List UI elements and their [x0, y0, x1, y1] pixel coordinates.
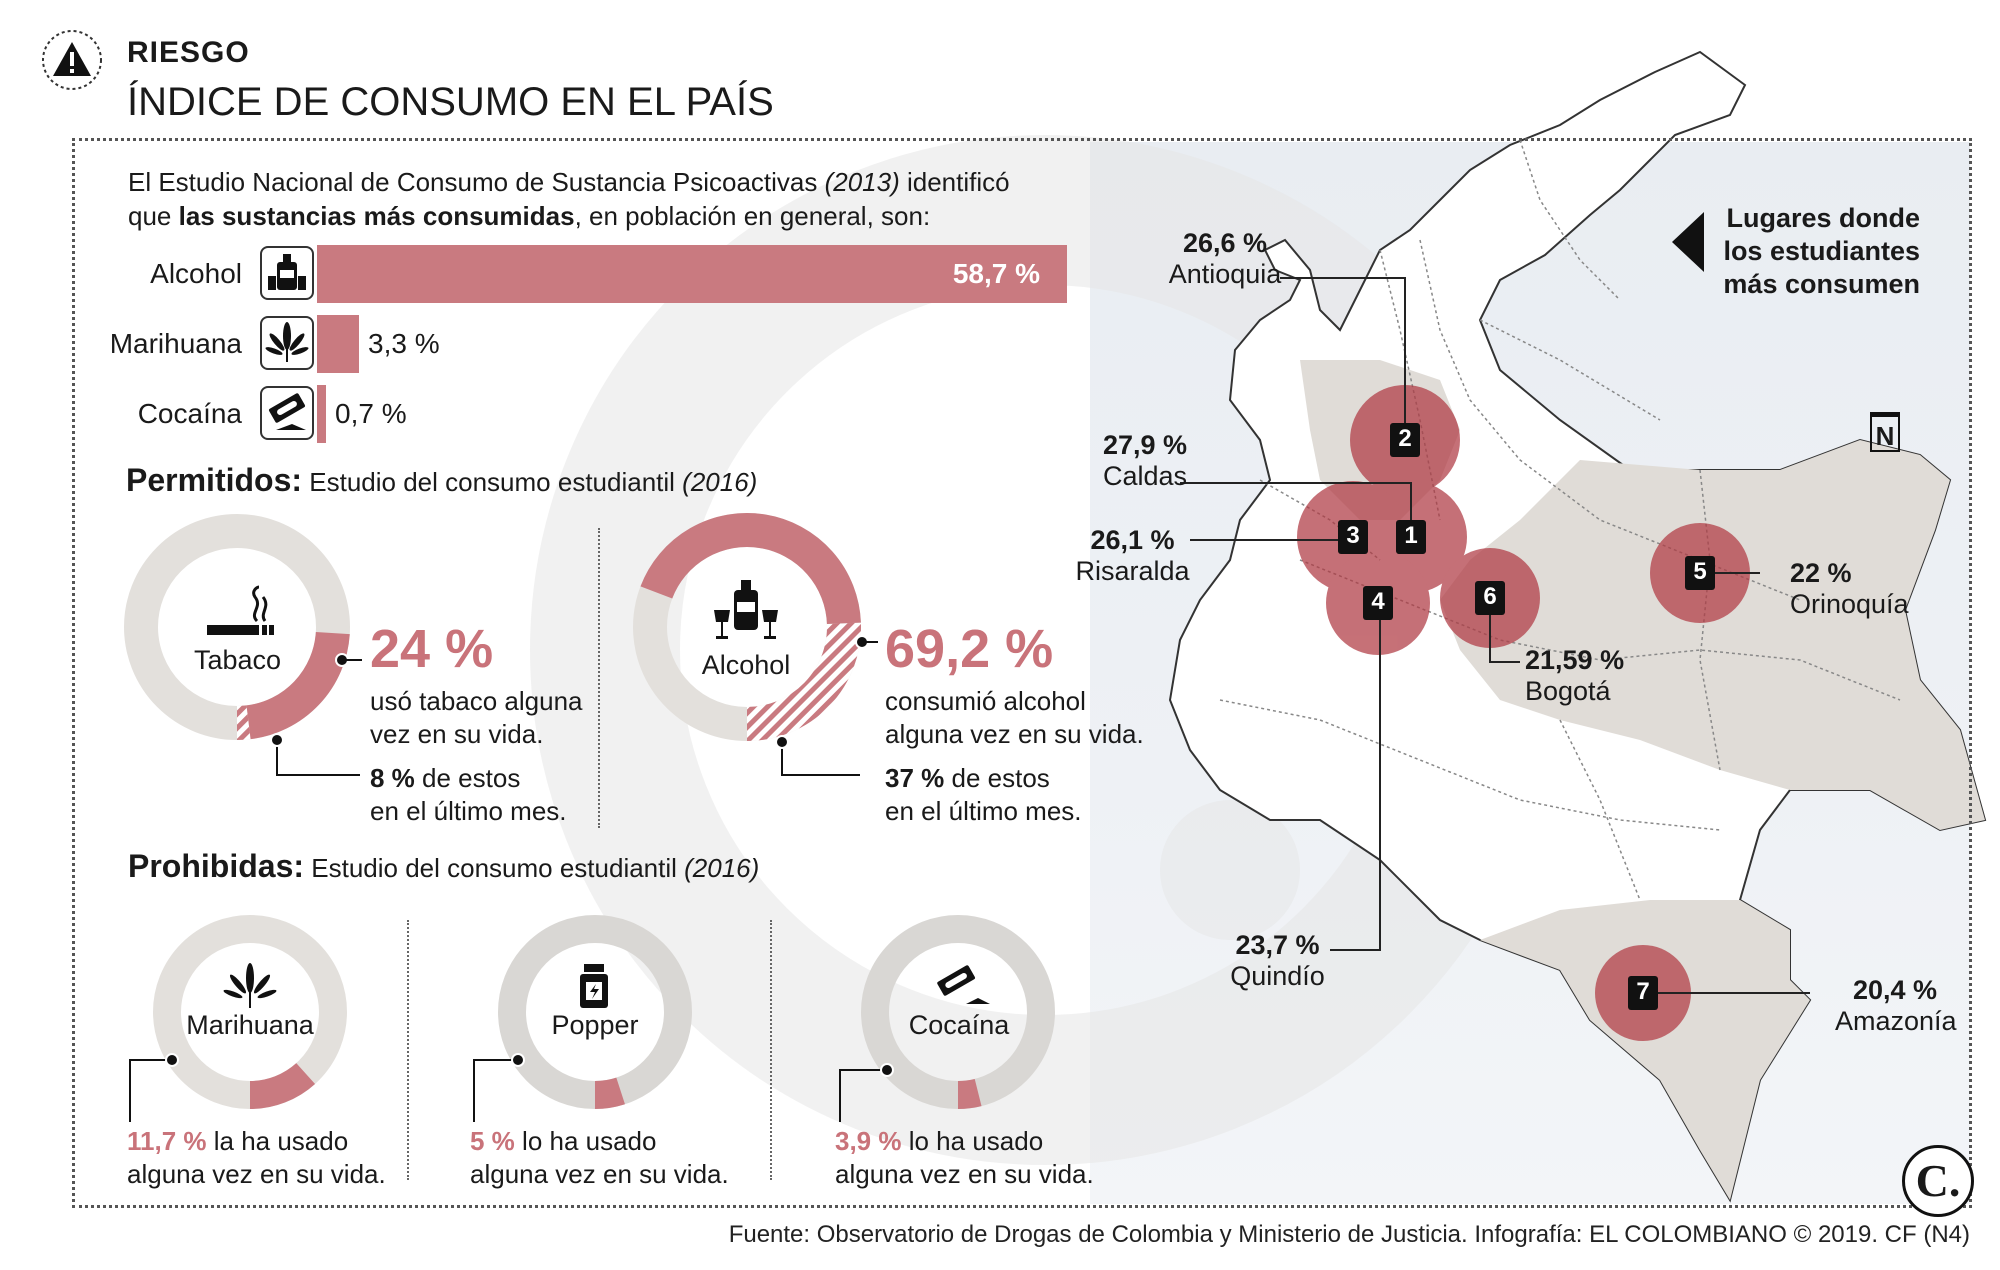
- popper-bottle-icon: [580, 964, 608, 1008]
- leader-popper: [473, 1059, 518, 1122]
- region-label-quindio: 23,7 % Quindío: [1230, 930, 1325, 991]
- north-indicator: N: [1870, 412, 1900, 452]
- donut-value-arc-tabaco: [245, 631, 350, 740]
- leader-marihuana: [129, 1059, 172, 1122]
- dot-marihuana: [165, 1053, 179, 1067]
- dot-alcohol-recent: [775, 735, 789, 749]
- cannabis-leaf-icon: [260, 316, 314, 370]
- liquor-bottle-icon: [260, 246, 314, 300]
- donut-value-arc-cocaina: [957, 1078, 982, 1109]
- desc-alcohol: consumió alcohol alguna vez en su vida.: [885, 686, 1144, 749]
- bar-value-marihuana: 3,3 %: [368, 328, 440, 359]
- leader-alcohol-recent: [781, 742, 860, 776]
- cannabis-leaf-icon: [223, 963, 277, 1008]
- page-title: ÍNDICE DE CONSUMO EN EL PAÍS: [127, 80, 774, 124]
- dot-popper: [511, 1053, 525, 1067]
- donut-label-tabaco: Tabaco: [193, 645, 282, 675]
- brand-logo: C.: [1902, 1145, 1974, 1217]
- donut-value-arc-popper: [594, 1077, 625, 1109]
- bar-value-cocaina: 0,7 %: [335, 398, 407, 429]
- desc-tabaco: usó tabaco alguna vez en su vida.: [370, 686, 583, 749]
- liquor-bottles-icon: [714, 580, 778, 639]
- content-frame: [72, 138, 1972, 1208]
- region-number-2: 2: [1398, 425, 1412, 452]
- region-label-caldas: 27,9 % Caldas: [1102, 430, 1188, 491]
- prohibidas-heading: Prohibidas: Estudio del consumo estudian…: [128, 848, 760, 884]
- region-number-4: 4: [1371, 588, 1385, 615]
- cigarette-icon: [207, 585, 274, 635]
- region-label-amazonia: 20,4 % Amazonía: [1835, 975, 1957, 1036]
- donut-value-arc-marihuana: [249, 1062, 316, 1109]
- bar-value-alcohol: 58,7 %: [952, 258, 1040, 289]
- source-footer: Fuente: Observatorio de Drogas de Colomb…: [728, 1221, 1970, 1248]
- prohibida-desc-marihuana: 11,7 % la ha usado alguna vez en su vida…: [127, 1126, 386, 1189]
- razor-blade-icon: [260, 386, 314, 440]
- region-number-1: 1: [1404, 522, 1418, 549]
- razor-blade-icon: [937, 965, 990, 1004]
- donut-label-alcohol: Alcohol: [701, 650, 791, 680]
- recent-tabaco: 8 % de estos en el último mes.: [370, 763, 567, 826]
- pct-tabaco: 24 %: [370, 619, 494, 679]
- donut-label-popper: Popper: [551, 1010, 639, 1040]
- header-kicker: RIESGO: [127, 36, 250, 69]
- bar-cocaina: [317, 385, 326, 443]
- dot-cocaina: [880, 1063, 894, 1077]
- region-number-7: 7: [1636, 978, 1650, 1005]
- pct-alcohol: 69,2 %: [885, 619, 1054, 679]
- donut-label-marihuana: Marihuana: [186, 1010, 314, 1040]
- arrow-left-icon: [1672, 212, 1704, 272]
- donut-recent-arc-alcohol: [746, 622, 861, 741]
- donut-label-cocaina: Cocaína: [908, 1010, 1010, 1040]
- permitidos-heading: Permitidos: Estudio del consumo estudian…: [126, 462, 758, 498]
- prohibida-desc-cocaina: 3,9 % lo ha usado alguna vez en su vida.: [835, 1126, 1094, 1189]
- dot-tabaco-recent: [270, 733, 284, 747]
- section-divider: [407, 920, 409, 1180]
- section-divider: [770, 920, 772, 1180]
- donut-recent-arc-tabaco: [236, 705, 251, 740]
- donut-value-arc-alcohol: [640, 513, 861, 625]
- bar-label-marihuana: Marihuana: [109, 328, 242, 359]
- leader-cocaina: [839, 1069, 887, 1122]
- bar-marihuana: [317, 315, 360, 373]
- region-label-risaralda: 26,1 % Risaralda: [1075, 525, 1190, 586]
- intro-text: El Estudio Nacional de Consumo de Sustan…: [128, 167, 1010, 231]
- bar-label-alcohol: Alcohol: [150, 258, 242, 289]
- leader-tabaco-recent: [276, 740, 360, 776]
- region-number-3: 3: [1346, 522, 1360, 549]
- bar-alcohol: [317, 245, 1067, 303]
- region-label-orinoquia: 22 % Orinoquía: [1790, 558, 1909, 619]
- prohibida-desc-popper: 5 % lo ha usado alguna vez en su vida.: [470, 1126, 729, 1189]
- region-label-antioquia: 26,6 % Antioquia: [1168, 228, 1282, 289]
- map-legend: Lugares donde los estudiantes más consumen: [1723, 203, 1920, 299]
- region-label-bogota: 21,59 % Bogotá: [1525, 645, 1625, 706]
- bar-label-cocaina: Cocaína: [137, 398, 242, 429]
- warning-icon: [42, 30, 102, 90]
- recent-alcohol: 37 % de estos en el último mes.: [885, 763, 1082, 826]
- section-divider: [598, 528, 600, 828]
- region-number-6: 6: [1483, 583, 1497, 610]
- region-number-5: 5: [1693, 558, 1707, 585]
